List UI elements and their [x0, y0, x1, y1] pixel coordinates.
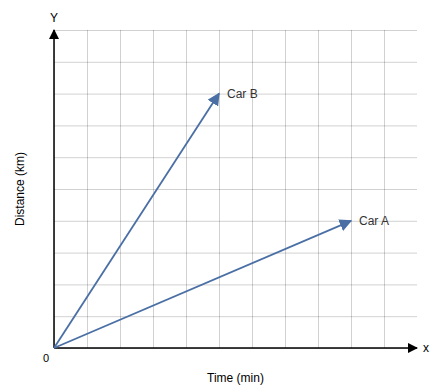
y-axis — [54, 30, 417, 349]
chart: Car B Car A x Y 0 Time (min) Distance (km) — [0, 0, 445, 392]
y-grid-line — [54, 348, 417, 349]
x-axis-line — [54, 347, 417, 349]
y-grid-line — [54, 30, 417, 31]
y-grid-line — [54, 62, 417, 63]
y-grid-line — [54, 253, 417, 254]
labels: Car B Car A x Y 0 Time (min) Distance (km) — [13, 11, 429, 385]
y-grid-line — [54, 316, 417, 317]
y-end-label: Y — [50, 11, 58, 25]
plot: Car B Car A x Y 0 Time (min) Distance (km) — [13, 11, 429, 385]
y-tick — [54, 284, 417, 285]
series-label: Car B — [227, 87, 258, 101]
y-tick — [54, 157, 417, 158]
y-tick — [54, 30, 417, 31]
y-tick — [54, 189, 417, 190]
series-group — [54, 94, 351, 348]
x-axis — [54, 30, 417, 348]
y-grid-line — [54, 284, 417, 285]
y-tick — [54, 348, 417, 349]
series-label: Car A — [359, 214, 389, 228]
series-line — [54, 94, 219, 348]
origin-label: 0 — [43, 352, 49, 364]
y-tick — [54, 253, 417, 254]
y-axis-title: Distance (km) — [13, 152, 27, 226]
y-tick — [54, 62, 417, 63]
y-tick — [54, 316, 417, 317]
y-grid-line — [54, 125, 417, 126]
y-grid-line — [54, 189, 417, 190]
y-tick — [54, 125, 417, 126]
y-grid-line — [54, 157, 417, 158]
x-end-label: x — [423, 341, 429, 355]
x-axis-title: Time (min) — [207, 371, 264, 385]
series-line — [54, 221, 351, 348]
